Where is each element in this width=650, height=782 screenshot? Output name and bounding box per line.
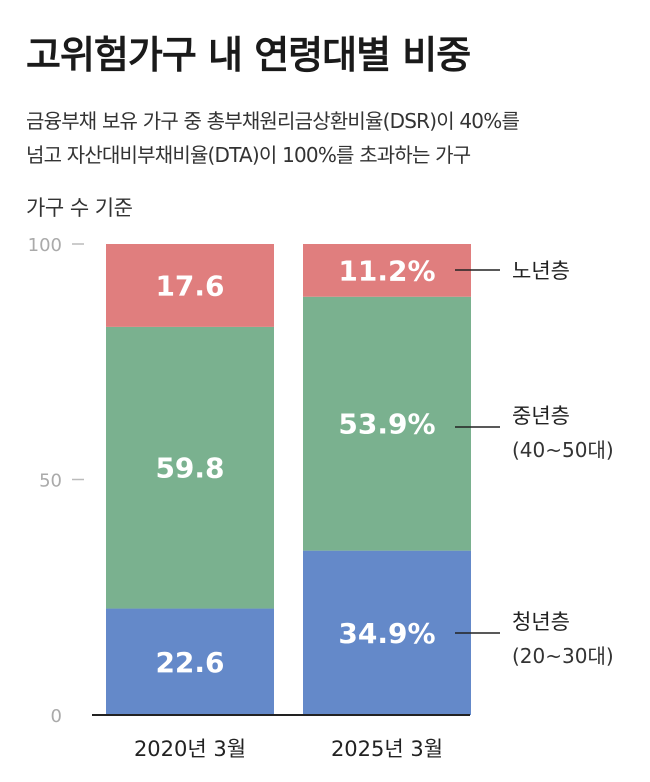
data-label: 59.8 [155, 452, 224, 485]
x-tick-label: 2020년 3월 [134, 737, 246, 761]
chart-subtitle: 금융부채 보유 가구 중 총부채원리금상환비율(DSR)이 40%를 넘고 자산… [26, 104, 636, 172]
data-label: 17.6 [155, 269, 224, 302]
chart-title: 고위험가구 내 연령대별 비중 [26, 33, 471, 77]
bar-segment [106, 244, 274, 327]
legend-label: 중년층 [512, 404, 570, 428]
legend-sublabel: (40~50대) [512, 438, 614, 462]
unit-note: 가구 수 기준 [26, 196, 133, 220]
y-tick-label: 50 [39, 471, 62, 492]
data-label: 34.9% [338, 617, 435, 650]
data-label: 11.2% [338, 254, 435, 287]
subtitle-line-2: 넘고 자산대비부채비율(DTA)이 100%를 초과하는 가구 [26, 143, 471, 167]
subtitle-line-1: 금융부채 보유 가구 중 총부채원리금상환비율(DSR)이 40%를 [26, 109, 520, 133]
legend-label: 청년층 [512, 610, 570, 634]
bar-segment [303, 550, 471, 715]
bar-segment [106, 608, 274, 715]
bar-segment [303, 296, 471, 551]
legend-label: 노년층 [512, 259, 570, 283]
y-tick-label: 100 [28, 235, 62, 256]
data-label: 53.9% [338, 408, 435, 441]
data-label: 22.6 [155, 646, 224, 679]
bar-segment [106, 326, 274, 609]
x-tick-label: 2025년 3월 [331, 737, 443, 761]
y-tick-label: 0 [51, 706, 62, 727]
legend-sublabel: (20~30대) [512, 644, 614, 668]
bar-segment [303, 244, 471, 297]
